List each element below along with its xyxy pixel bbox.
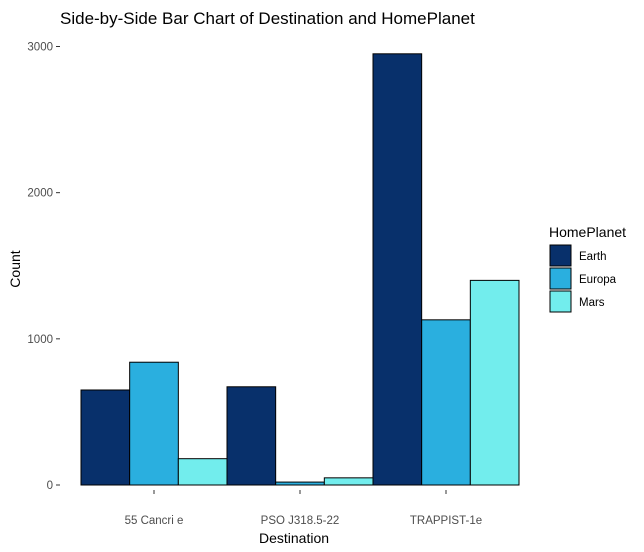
legend-swatch-earth bbox=[549, 244, 572, 267]
legend-swatch-europa bbox=[549, 267, 572, 290]
y-axis: 0 1000 2000 3000 bbox=[27, 42, 60, 492]
bars-layer bbox=[80, 53, 520, 486]
legend-label-earth: Earth bbox=[579, 251, 607, 263]
x-tick-label: TRAPPIST-1e bbox=[410, 515, 482, 527]
bar-earth-1 bbox=[80, 389, 131, 486]
x-axis-title: Destination bbox=[259, 530, 329, 546]
bar-mars-1 bbox=[177, 458, 228, 486]
legend-label-europa: Europa bbox=[579, 274, 617, 286]
y-tick-label: 0 bbox=[47, 480, 53, 492]
chart-title: Side-by-Side Bar Chart of Destination an… bbox=[60, 9, 475, 28]
y-tick-label: 1000 bbox=[27, 334, 53, 346]
y-tick-label: 2000 bbox=[27, 188, 53, 200]
bar-mars-2 bbox=[323, 477, 374, 486]
bar-earth-3 bbox=[372, 53, 423, 486]
x-tick-label: 55 Cancri e bbox=[125, 515, 184, 527]
bar-europa-2 bbox=[275, 481, 325, 486]
bar-europa-3 bbox=[421, 319, 471, 486]
bar-earth-2 bbox=[226, 386, 277, 486]
legend: HomePlanet Earth Europa Mars bbox=[549, 224, 626, 313]
legend-swatch-mars bbox=[549, 290, 572, 313]
y-tick-label: 3000 bbox=[27, 42, 53, 54]
legend-label-mars: Mars bbox=[579, 297, 605, 309]
bar-europa-1 bbox=[129, 361, 179, 486]
legend-title: HomePlanet bbox=[549, 224, 626, 240]
x-axis: 55 Cancri e PSO J318.5-22 TRAPPIST-1e bbox=[125, 490, 482, 527]
bar-mars-3 bbox=[469, 279, 520, 486]
x-tick-label: PSO J318.5-22 bbox=[261, 515, 340, 527]
y-axis-title: Count bbox=[7, 250, 23, 287]
